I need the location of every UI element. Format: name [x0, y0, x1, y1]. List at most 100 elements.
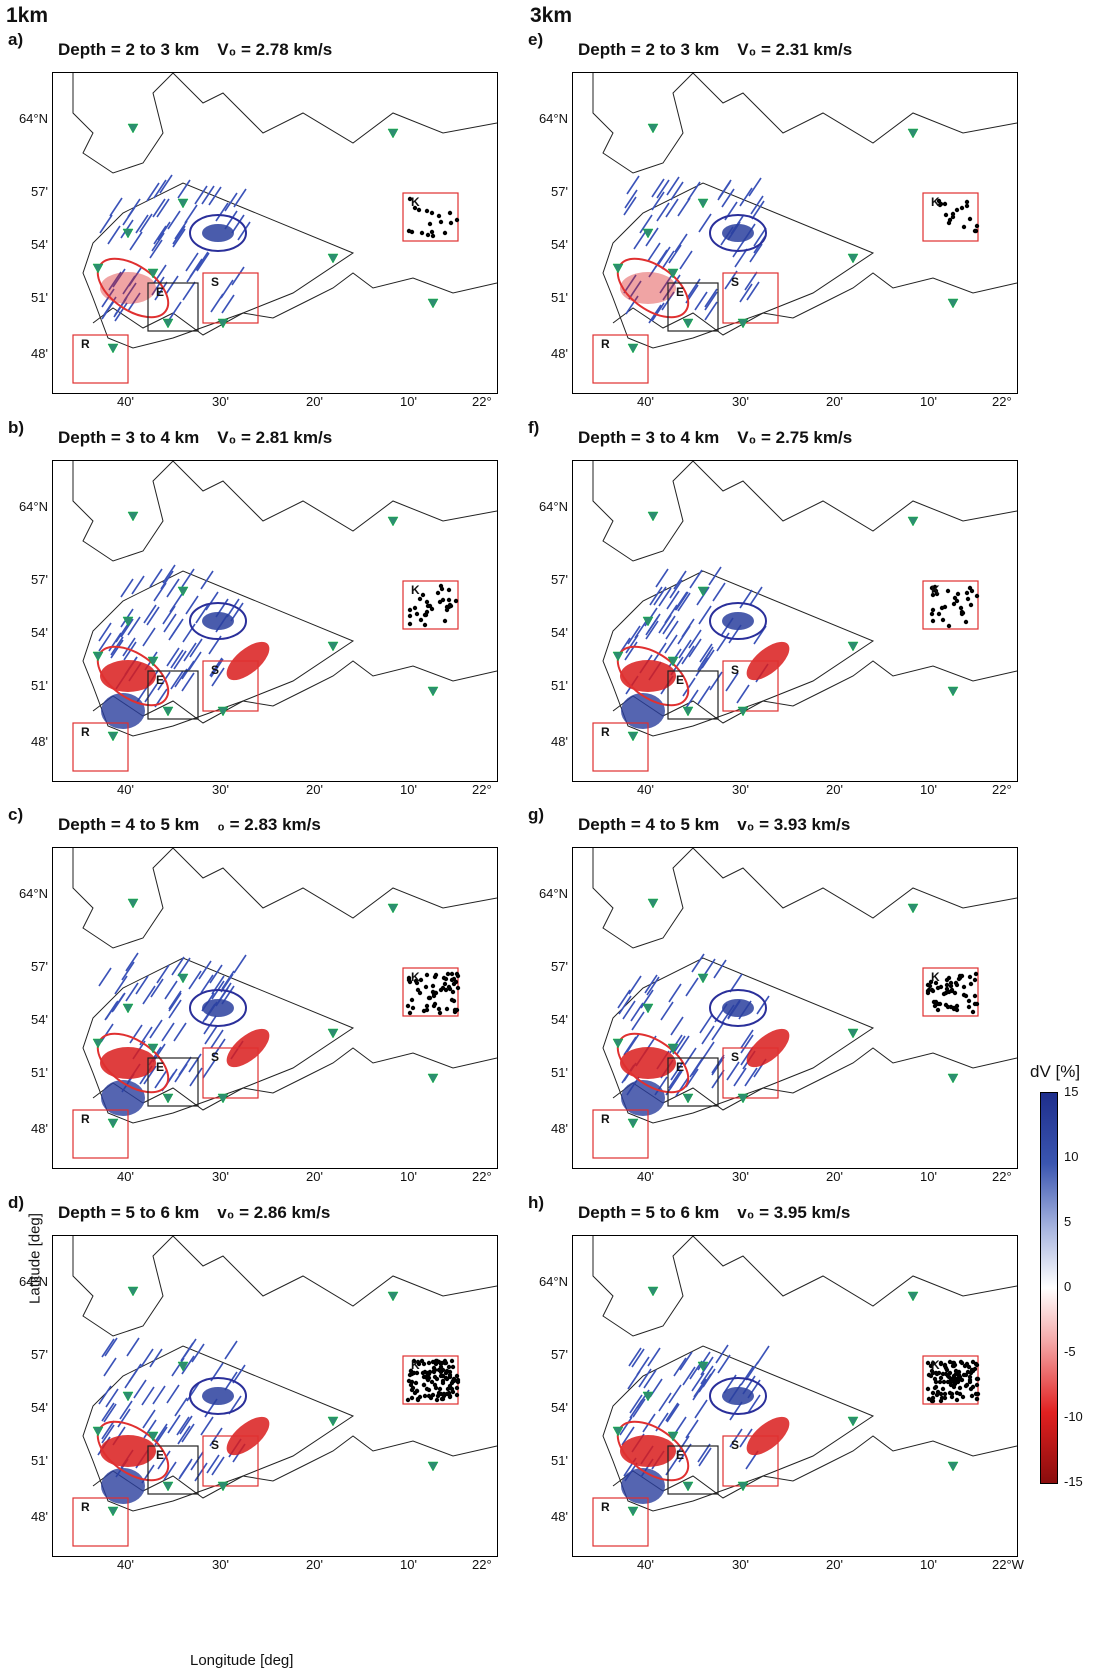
latitude-tick-label: 54'	[551, 1012, 568, 1027]
region-label-r: R	[81, 1500, 90, 1514]
dyke-segment	[749, 243, 763, 263]
earthquake-dot	[967, 216, 973, 222]
earthquake-dot	[426, 995, 432, 1001]
dyke-segment	[725, 672, 739, 692]
dyke-segment	[631, 1011, 645, 1031]
seismic-station	[147, 1431, 159, 1442]
earthquake-dot	[928, 979, 934, 985]
earthquake-dot	[449, 971, 455, 977]
earthquake-dot	[405, 1397, 411, 1403]
earthquake-dot	[429, 229, 435, 235]
map-frame: K S E R	[52, 1235, 498, 1557]
dyke-segment	[740, 1366, 754, 1386]
earthquake-dot	[409, 229, 415, 235]
earthquake-dot	[450, 1389, 456, 1395]
latitude-tick-label: 54'	[551, 625, 568, 640]
dyke-segment	[700, 646, 714, 666]
region-label-k: K	[931, 195, 940, 209]
dyke-segment	[756, 1345, 770, 1365]
earthquake-dot	[938, 984, 944, 990]
dyke-segment	[153, 264, 167, 284]
low-velocity-anomaly	[100, 272, 156, 304]
earthquake-dot	[426, 1393, 432, 1399]
earthquake-dot	[941, 1379, 947, 1385]
earthquake-dot	[942, 1395, 948, 1401]
earthquake-dot	[949, 987, 955, 993]
dyke-segment	[739, 187, 753, 207]
earthquake-dot	[444, 1006, 450, 1012]
region-label-e: E	[676, 1060, 685, 1074]
dyke-segment	[166, 578, 180, 598]
region-box-e	[667, 1057, 719, 1107]
region-box-r	[592, 334, 649, 384]
earthquake-dot	[455, 1379, 461, 1385]
dyke-segment	[675, 1077, 689, 1097]
dyke-segment	[685, 689, 699, 709]
earthquake-dot	[454, 1373, 460, 1379]
dyke-segment	[170, 670, 184, 690]
dyke-segment	[704, 288, 718, 308]
seismic-station	[682, 1093, 694, 1104]
dyke-segment	[149, 568, 163, 588]
dyke-segment	[659, 274, 673, 294]
dyke-segment	[628, 280, 642, 300]
map-panel: c) Depth = 4 to 5 km ₀ = 2.83 km/s K S E R 64°N…	[8, 805, 498, 1190]
earthquake-dot	[409, 997, 415, 1003]
dyke-segment	[206, 1454, 220, 1474]
earthquake-dot	[953, 980, 959, 986]
earthquake-dot	[424, 599, 430, 605]
dyke-segment	[185, 252, 199, 272]
network-outline	[82, 957, 355, 1124]
seismic-station	[907, 903, 919, 914]
dyke-segment	[178, 1460, 192, 1480]
earthquake-dot	[430, 983, 436, 989]
earthquake-dot	[439, 586, 445, 592]
dyke-segment	[98, 1385, 112, 1405]
dyke-segment	[198, 960, 212, 980]
dyke-segment	[233, 188, 247, 208]
dyke-segment	[740, 1029, 754, 1049]
earthquake-dot	[442, 981, 448, 987]
dyke-segment	[98, 622, 112, 642]
depth-range: Depth = 5 to 6 km	[578, 1203, 720, 1222]
seismic-station	[697, 973, 709, 984]
earthquake-dot	[956, 1374, 962, 1380]
dyke-segment	[211, 667, 225, 687]
dyke-segment	[108, 271, 122, 291]
longitude-tick-label: 22°	[992, 1169, 1012, 1184]
seismic-station	[697, 586, 709, 597]
earthquake-dot	[973, 971, 979, 977]
dyke-segment	[750, 195, 764, 215]
dyke-segment	[647, 1347, 661, 1367]
seismic-station	[127, 898, 139, 909]
dyke-segment	[699, 1014, 713, 1034]
longitude-tick-label: 40'	[117, 782, 134, 797]
dyke-segment	[233, 954, 247, 974]
earthquake-dot	[455, 973, 461, 979]
dyke-segment	[101, 1420, 115, 1440]
earthquake-dot	[949, 1391, 955, 1397]
dyke-segment	[700, 1356, 714, 1376]
region-label-s: S	[731, 275, 740, 289]
seismic-station	[427, 1073, 439, 1084]
dyke-segment	[127, 616, 141, 636]
seismic-station	[122, 1391, 134, 1402]
column-title-1km: 1km	[6, 4, 49, 27]
seismic-station	[627, 343, 639, 354]
dyke-segment	[668, 983, 682, 1003]
dyke-segment	[149, 239, 163, 259]
dyke-segment	[126, 1337, 140, 1357]
dyke-segment	[627, 625, 641, 645]
seismic-station	[147, 268, 159, 279]
earthquake-dot	[414, 611, 420, 617]
earthquake-dot	[946, 975, 952, 981]
earthquake-dot	[432, 974, 438, 980]
earthquake-dot	[940, 1386, 946, 1392]
dyke-segment	[673, 1357, 687, 1377]
region-label-k: K	[411, 195, 420, 209]
dyke-segment	[631, 1348, 645, 1368]
dyke-segment	[624, 641, 638, 661]
dyke-segment	[127, 292, 141, 312]
dyke-segment	[103, 1403, 117, 1423]
dyke-segment	[119, 1400, 133, 1420]
